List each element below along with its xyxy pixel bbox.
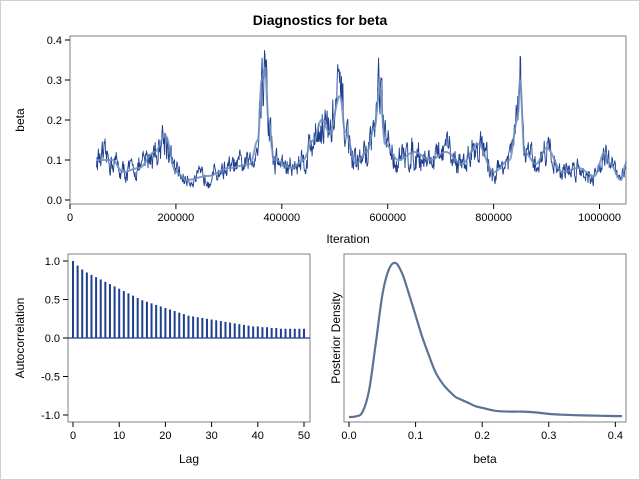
x-tick-label: 40 — [252, 430, 264, 442]
y-axis-label: Posterior Density — [329, 292, 343, 383]
x-tick-label: 20 — [159, 430, 171, 442]
y-tick-label: 1.0 — [45, 256, 60, 268]
trace-line — [96, 50, 627, 189]
x-tick-label: 10 — [113, 430, 125, 442]
x-tick-label: 0.1 — [408, 430, 423, 442]
y-tick-label: 0.4 — [47, 35, 62, 47]
density-panel: 0.0 0.1 0.2 0.3 0.4 beta Posterior Density — [329, 253, 627, 466]
y-tick-label: 0.5 — [45, 295, 60, 307]
y-axis-label: Autocorrelation — [13, 298, 27, 379]
x-tick-label: 0 — [70, 430, 76, 442]
x-tick-label: 50 — [298, 430, 310, 442]
trace-smooth-line — [96, 66, 627, 182]
y-axis-label: beta — [13, 108, 27, 132]
trace-panel: 0.0 0.1 0.2 0.3 0.4 0 200000 400000 600000 800000… — [13, 35, 627, 246]
x-tick-label: 0.4 — [608, 430, 623, 442]
x-axis-label: Iteration — [326, 232, 369, 246]
y-tick-label: -1.0 — [41, 410, 60, 422]
y-tick-label: 0.2 — [47, 115, 62, 127]
density-curve — [348, 261, 622, 419]
y-tick-label: 0.0 — [47, 195, 62, 207]
autocorrelation-panel: -1.0 -0.5 0.0 0.5 1.0 0 10 20 30 40 50 Lag Autocorre… — [13, 253, 311, 466]
figure-title: Diagnostics for beta — [253, 12, 388, 28]
x-tick-label: 600000 — [369, 212, 406, 224]
x-tick-label: 200000 — [158, 212, 195, 224]
y-tick-label: 0.0 — [45, 333, 60, 345]
x-tick-label: 30 — [205, 430, 217, 442]
x-axis-label: Lag — [179, 452, 199, 466]
x-tick-label: 800000 — [475, 212, 512, 224]
x-axis-label: beta — [473, 452, 497, 466]
y-tick-label: 0.3 — [47, 75, 62, 87]
x-tick-label: 0.3 — [541, 430, 556, 442]
x-tick-label: 0.0 — [341, 430, 356, 442]
density-plot-frame — [343, 253, 627, 423]
x-tick-label: 400000 — [263, 212, 300, 224]
x-tick-label: 0.2 — [475, 430, 490, 442]
y-tick-label: -0.5 — [41, 372, 60, 384]
x-tick-label: 0 — [67, 212, 73, 224]
x-tick-label: 1000000 — [578, 212, 621, 224]
y-tick-label: 0.1 — [47, 155, 62, 167]
